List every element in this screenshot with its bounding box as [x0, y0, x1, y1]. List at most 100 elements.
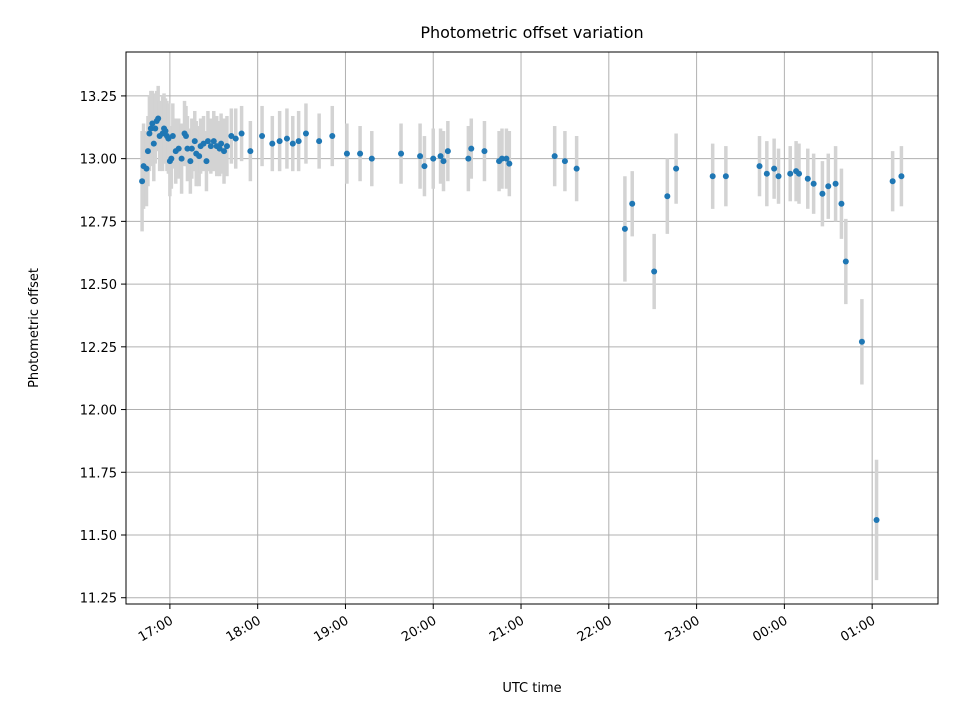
- x-tick-label: 23:00: [663, 613, 703, 645]
- data-point: [238, 130, 245, 137]
- data-point: [551, 153, 558, 160]
- grid: [126, 52, 938, 604]
- data-point: [289, 140, 296, 147]
- data-point: [302, 130, 309, 137]
- data-point: [178, 155, 185, 162]
- data-point: [182, 133, 189, 140]
- data-point: [832, 180, 839, 187]
- data-point: [796, 170, 803, 177]
- data-point: [503, 155, 510, 162]
- x-tick-label: 21:00: [487, 613, 527, 645]
- x-axis-label: UTC time: [502, 681, 561, 696]
- x-tick-label: 22:00: [575, 613, 615, 645]
- data-points: [139, 115, 905, 523]
- data-point: [200, 140, 207, 147]
- data-point: [143, 165, 150, 172]
- data-point: [204, 138, 211, 145]
- data-point: [147, 125, 154, 132]
- data-point: [152, 125, 159, 132]
- data-point: [825, 183, 832, 190]
- data-point: [144, 148, 151, 155]
- data-point: [228, 133, 235, 140]
- data-point: [481, 148, 488, 155]
- data-point: [223, 143, 230, 150]
- data-point: [316, 138, 323, 145]
- data-point: [169, 133, 176, 140]
- data-point: [343, 150, 350, 157]
- data-point: [898, 173, 905, 180]
- data-point: [810, 180, 817, 187]
- plot-frame: [125, 51, 939, 605]
- data-point: [165, 135, 172, 142]
- data-point: [506, 160, 513, 167]
- y-tick-label: 11.25: [80, 592, 117, 607]
- data-point: [203, 158, 210, 165]
- data-point: [444, 148, 451, 155]
- data-point: [221, 148, 228, 155]
- data-point: [357, 150, 364, 157]
- y-tick-label: 13.00: [80, 153, 117, 168]
- data-point: [651, 268, 658, 275]
- data-point: [232, 135, 239, 142]
- data-point: [664, 193, 671, 200]
- data-point: [247, 148, 254, 155]
- data-point: [838, 200, 845, 207]
- data-point: [207, 143, 214, 150]
- data-point: [196, 153, 203, 160]
- data-point: [259, 133, 266, 140]
- data-point: [561, 158, 568, 165]
- data-point: [722, 173, 729, 180]
- x-tick-label: 18:00: [224, 613, 264, 645]
- error-bars: [140, 85, 904, 581]
- data-point: [756, 163, 763, 170]
- x-tick-label: 00:00: [750, 613, 790, 645]
- data-point: [295, 138, 302, 145]
- data-point: [184, 145, 191, 152]
- y-tick-label: 11.50: [80, 529, 117, 544]
- data-point: [175, 145, 182, 152]
- data-point: [398, 150, 405, 157]
- data-point: [276, 138, 283, 145]
- data-point: [819, 190, 826, 197]
- data-point: [771, 165, 778, 172]
- data-point: [858, 338, 865, 345]
- chart-title: Photometric offset variation: [420, 23, 643, 42]
- x-axis-ticks: 17:00 18:00 19:00 20:00 21:00 22:00 23:00 00:00…: [136, 604, 878, 645]
- data-point: [465, 155, 472, 162]
- data-point: [187, 158, 194, 165]
- data-point: [421, 163, 428, 170]
- data-point: [440, 158, 447, 165]
- y-axis-label: Photometric offset: [27, 268, 42, 388]
- data-point: [468, 145, 475, 152]
- data-point: [283, 135, 290, 142]
- data-point: [191, 138, 198, 145]
- data-point: [775, 173, 782, 180]
- data-point: [842, 258, 849, 265]
- x-tick-label: 20:00: [399, 613, 439, 645]
- data-point: [368, 155, 375, 162]
- x-tick-label: 17:00: [136, 613, 176, 645]
- data-point: [329, 133, 336, 140]
- data-point: [673, 165, 680, 172]
- y-tick-label: 12.50: [80, 278, 117, 293]
- y-tick-label: 12.25: [80, 341, 117, 356]
- data-point: [168, 155, 175, 162]
- data-point: [873, 516, 880, 523]
- y-tick-label: 12.75: [80, 215, 117, 230]
- data-point: [269, 140, 276, 147]
- data-point: [139, 178, 146, 185]
- data-point: [150, 140, 157, 147]
- y-axis-ticks: 11.25 11.50 11.75 12.00 12.25 12.50 12.75 13.00…: [80, 90, 126, 607]
- data-point: [763, 170, 770, 177]
- data-point: [216, 145, 223, 152]
- data-point: [573, 165, 580, 172]
- data-point: [621, 225, 628, 232]
- data-point: [709, 173, 716, 180]
- data-point: [155, 115, 162, 122]
- data-point: [437, 153, 444, 160]
- data-point: [430, 155, 437, 162]
- data-point: [188, 145, 195, 152]
- data-point: [218, 140, 225, 147]
- data-point: [787, 170, 794, 177]
